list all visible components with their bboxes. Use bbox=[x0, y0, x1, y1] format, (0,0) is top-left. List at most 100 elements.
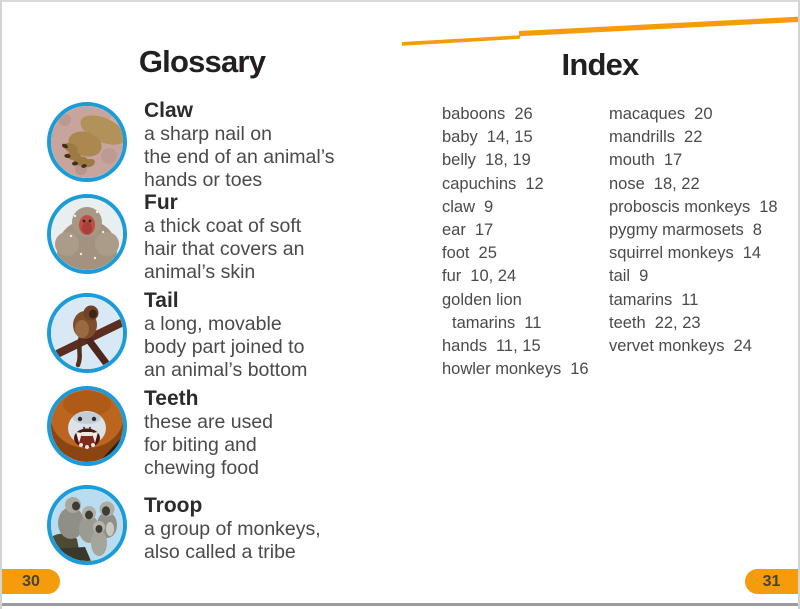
index-term: hands bbox=[442, 337, 487, 356]
index-pages: 22, 23 bbox=[654, 313, 701, 332]
index-entry: proboscis monkeys 18 bbox=[609, 196, 798, 219]
index-term: squirrel monkeys bbox=[609, 244, 734, 263]
index-page-title: Index bbox=[561, 47, 640, 82]
index-entry: golden lion tamarins 11 bbox=[442, 289, 604, 335]
index-entry: tail 9 bbox=[609, 265, 798, 288]
teeth-photo bbox=[47, 386, 127, 466]
index-term: pygmy marmosets bbox=[609, 221, 744, 240]
index-term: claw bbox=[442, 197, 476, 216]
index-pages: 14 bbox=[742, 244, 762, 263]
orange-swoosh-accent bbox=[402, 16, 798, 46]
index-term: mouth bbox=[609, 151, 655, 170]
index-entry: foot 25 bbox=[442, 242, 604, 265]
index-pages: 22 bbox=[684, 128, 703, 147]
index-pages: 12 bbox=[525, 174, 544, 193]
index-entry: belly 18, 19 bbox=[442, 149, 604, 172]
index-term: tail bbox=[609, 267, 631, 286]
index-entry: baby 14, 15 bbox=[442, 126, 604, 149]
index-column-left: baboons 26 baby 14, 15 belly 18, 19 capuchi… bbox=[442, 103, 604, 381]
index-term: golden lion tamarins bbox=[442, 290, 522, 332]
glossary-term: Teeth bbox=[144, 387, 199, 410]
index-term: howler monkeys bbox=[442, 360, 562, 379]
index-term: capuchins bbox=[442, 174, 517, 193]
glossary-definition: a sharp nail on the end of an animal’s h… bbox=[144, 123, 335, 191]
index-entry: teeth 22, 23 bbox=[609, 312, 798, 335]
glossary-entry-teeth: Teeth these are used for biting and chew… bbox=[144, 387, 396, 480]
glossary-entry-fur: Fur a thick coat of soft hair that cover… bbox=[144, 191, 396, 284]
glossary-term: Tail bbox=[144, 289, 179, 312]
glossary-definition: a long, movable body part joined to an a… bbox=[144, 313, 308, 381]
index-term: foot bbox=[442, 244, 470, 263]
glossary-definition: these are used for biting and chewing fo… bbox=[144, 411, 274, 479]
index-entry: macaques 20 bbox=[609, 103, 798, 126]
index-term: baby bbox=[442, 128, 478, 147]
index-pages: 14, 15 bbox=[486, 128, 533, 147]
index-term: tamarins bbox=[609, 290, 673, 309]
index-pages: 20 bbox=[694, 105, 713, 123]
fur-photo bbox=[47, 194, 127, 274]
index-entry: pygmy marmosets 8 bbox=[609, 219, 798, 242]
index-term: vervet monkeys bbox=[609, 337, 725, 356]
index-column-right: macaques 20 mandrills 22 mouth 17 nose 18, 2… bbox=[609, 103, 798, 358]
teeth-photo-graphic bbox=[51, 390, 123, 462]
index-entry: hands 11, 15 bbox=[442, 335, 604, 358]
glossary-entry-claw: Claw a sharp nail on the end of an anima… bbox=[144, 99, 396, 192]
index-entry: capuchins 12 bbox=[442, 173, 604, 196]
glossary-term: Troop bbox=[144, 494, 203, 517]
glossary-page-title: Glossary bbox=[138, 44, 266, 79]
index-entry: claw 9 bbox=[442, 196, 604, 219]
index-term: nose bbox=[609, 174, 645, 193]
index-pages: 26 bbox=[514, 105, 533, 123]
glossary-definition: a thick coat of soft hair that covers an… bbox=[144, 215, 305, 283]
index-pages: 17 bbox=[663, 151, 683, 170]
index-entry: vervet monkeys 24 bbox=[609, 335, 798, 358]
claw-photo-graphic bbox=[51, 106, 123, 178]
index-entry: nose 18, 22 bbox=[609, 173, 798, 196]
index-pages: 18, 22 bbox=[653, 174, 700, 193]
index-term: mandrills bbox=[609, 128, 676, 147]
index-entry: ear 17 bbox=[442, 219, 604, 242]
index-entry: tamarins 11 bbox=[609, 289, 798, 312]
index-pages: 24 bbox=[733, 337, 752, 356]
index-entry: squirrel monkeys 14 bbox=[609, 242, 798, 265]
index-pages: 25 bbox=[478, 244, 497, 263]
index-term: ear bbox=[442, 221, 466, 240]
glossary-entry-tail: Tail a long, movable body part joined to… bbox=[144, 289, 396, 382]
index-term: teeth bbox=[609, 313, 646, 332]
tail-photo bbox=[47, 293, 127, 373]
index-entry: mandrills 22 bbox=[609, 126, 798, 149]
index-term: proboscis monkeys bbox=[609, 197, 751, 216]
page-tab-right: 31 bbox=[745, 569, 798, 594]
tail-photo-graphic bbox=[51, 297, 123, 369]
index-term: macaques bbox=[609, 105, 686, 123]
page-number-left: 30 bbox=[22, 572, 40, 590]
index-entry: baboons 26 bbox=[442, 103, 604, 126]
index-pages: 11 bbox=[524, 313, 542, 332]
page-bottom-edge-line bbox=[2, 603, 798, 606]
index-entry: fur 10, 24 bbox=[442, 265, 604, 288]
glossary-term: Fur bbox=[144, 191, 178, 214]
index-pages: 9 bbox=[484, 197, 494, 216]
index-pages: 11, 15 bbox=[495, 337, 541, 356]
index-pages: 10, 24 bbox=[470, 267, 517, 286]
page-tab-left: 30 bbox=[2, 569, 60, 594]
index-pages: 18 bbox=[759, 197, 778, 216]
claw-photo bbox=[47, 102, 127, 182]
page-number-right: 31 bbox=[762, 572, 781, 590]
glossary-entry-troop: Troop a group of monkeys, also called a … bbox=[144, 494, 396, 564]
index-pages: 18, 19 bbox=[484, 151, 531, 170]
index-pages: 9 bbox=[639, 267, 649, 286]
fur-photo-graphic bbox=[51, 198, 123, 270]
index-pages: 11 bbox=[681, 290, 699, 309]
index-pages: 17 bbox=[474, 221, 494, 240]
index-term: fur bbox=[442, 267, 462, 286]
index-entry: howler monkeys 16 bbox=[442, 358, 604, 381]
index-term: belly bbox=[442, 151, 476, 170]
glossary-definition: a group of monkeys, also called a tribe bbox=[144, 518, 321, 563]
index-term: baboons bbox=[442, 105, 506, 123]
troop-photo bbox=[47, 485, 127, 565]
index-pages: 8 bbox=[752, 221, 762, 240]
index-entry: mouth 17 bbox=[609, 149, 798, 172]
troop-photo-graphic bbox=[51, 489, 123, 561]
